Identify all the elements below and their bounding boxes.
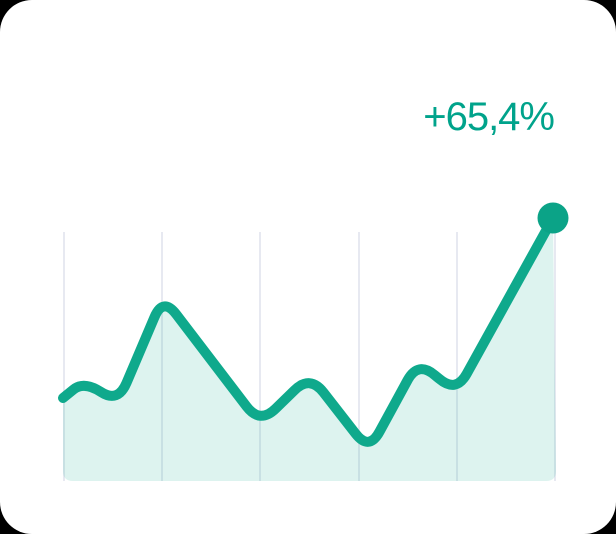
end-point-dot: [537, 202, 569, 234]
trend-line: [58, 213, 558, 447]
change-percentage-label: +65,4%: [423, 95, 555, 139]
area-fill: [63, 218, 556, 481]
